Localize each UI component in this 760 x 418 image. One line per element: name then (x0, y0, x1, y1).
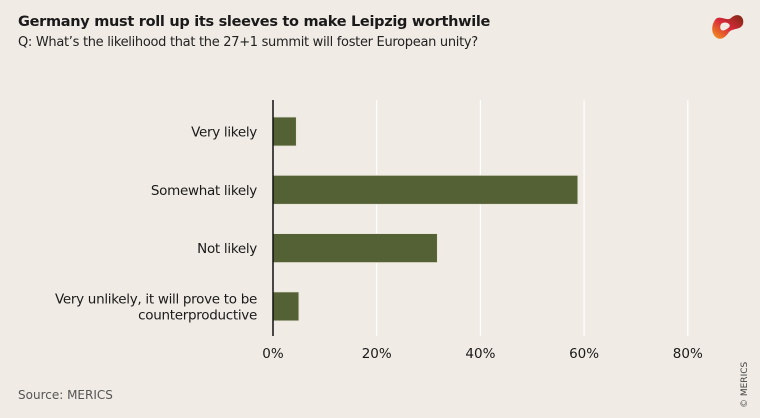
chart-title: Germany must roll up its sleeves to make… (18, 14, 491, 30)
source-note: Source: MERICS (18, 388, 113, 402)
bar (272, 116, 297, 147)
tick-label: 20% (362, 346, 392, 362)
tick-label: 80% (673, 346, 703, 362)
category-label: Very unlikely, it will prove to be (55, 291, 257, 307)
copyright-note: © MERICS (740, 361, 750, 408)
tick-label: 0% (262, 346, 284, 362)
category-label: Not likely (197, 241, 257, 257)
bar (272, 174, 579, 205)
category-label: Somewhat likely (151, 183, 257, 199)
tick-label: 60% (569, 346, 599, 362)
tick-label: 40% (465, 346, 495, 362)
bar (272, 233, 438, 264)
category-label: Very likely (191, 125, 257, 141)
category-label: counterproductive (138, 307, 257, 323)
merics-logo-icon (712, 15, 744, 39)
bar (272, 291, 300, 322)
chart-subtitle: Q: What’s the likelihood that the 27+1 s… (18, 35, 478, 50)
